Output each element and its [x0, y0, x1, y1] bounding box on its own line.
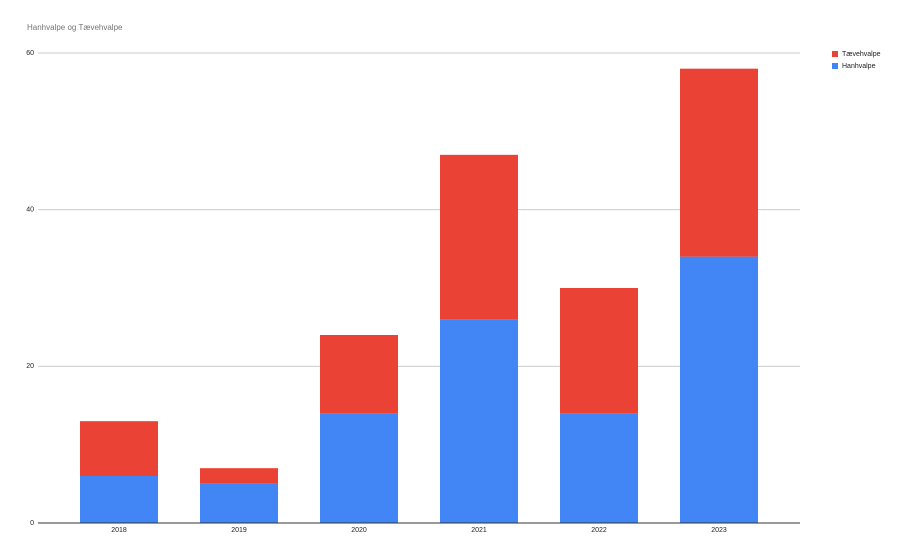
bar-segment: [200, 468, 278, 484]
x-tick-label: 2020: [351, 527, 367, 534]
bar-segment: [80, 476, 158, 523]
bar-segment: [440, 319, 518, 523]
y-tick-label: 0: [30, 520, 34, 527]
chart-title: Hanhvalpe og Tævehvalpe: [27, 23, 123, 32]
bar-segment: [680, 256, 758, 523]
bar-segment: [320, 413, 398, 523]
legend-swatch: [832, 63, 838, 69]
x-tick-label: 2018: [111, 527, 127, 534]
bar-segment: [80, 421, 158, 476]
legend-label: Hanhvalpe: [842, 63, 876, 70]
bar-segment: [680, 68, 758, 257]
legend-swatch: [832, 51, 838, 57]
bar-segment: [440, 154, 518, 320]
x-tick-label: 2021: [471, 527, 487, 534]
bar-segment: [320, 335, 398, 414]
bar-segment: [560, 288, 638, 414]
bar-segment: [200, 483, 278, 523]
y-tick-label: 20: [26, 363, 34, 370]
y-tick-label: 60: [26, 50, 34, 57]
x-tick-label: 2022: [591, 527, 607, 534]
bar-segment: [560, 413, 638, 523]
x-tick-label: 2023: [711, 527, 727, 534]
legend-label: Tævehvalpe: [842, 51, 881, 58]
y-tick-label: 40: [26, 207, 34, 214]
x-tick-label: 2019: [231, 527, 247, 534]
